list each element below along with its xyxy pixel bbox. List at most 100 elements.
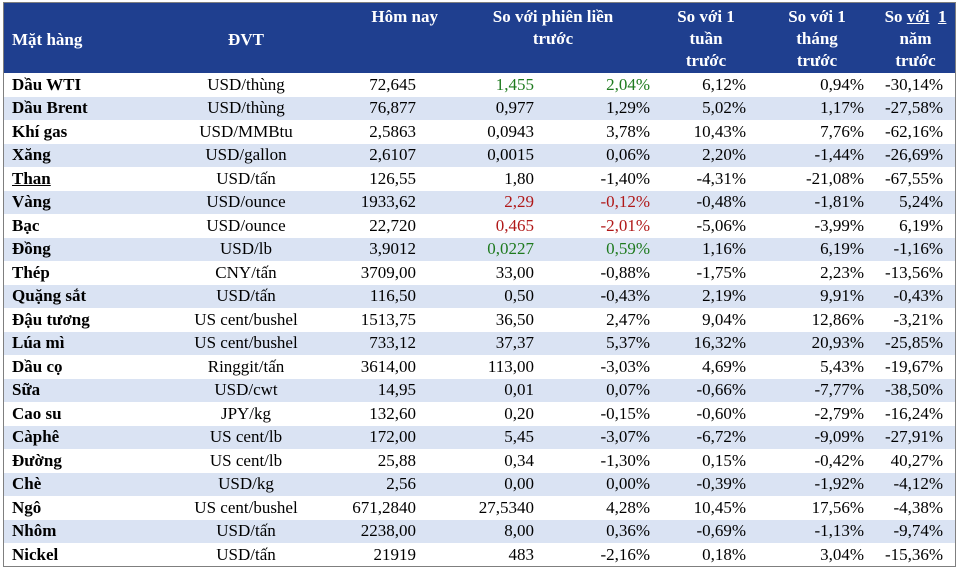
cell-change: 0,01 <box>452 378 550 402</box>
cell-commodity: Than <box>4 167 158 191</box>
table-row: Sữa USD/cwt 14,95 0,01 0,07% -0,66% -7,77% -38,… <box>4 378 955 402</box>
cell-vs-month: -21,08% <box>758 167 877 191</box>
cell-unit: USD/thùng <box>158 73 334 97</box>
cell-today: 2,6107 <box>334 143 452 167</box>
cell-change-percent: 4,28% <box>550 496 655 520</box>
cell-change: 0,50 <box>452 284 550 308</box>
cell-today: 76,877 <box>334 96 452 120</box>
cell-change-percent: -3,03% <box>550 355 655 379</box>
cell-commodity: Bạc <box>4 214 158 238</box>
cell-change-percent: -1,30% <box>550 449 655 473</box>
cell-vs-month: 7,76% <box>758 120 877 144</box>
cell-vs-week: -4,31% <box>654 167 759 191</box>
cell-vs-week: 0,18% <box>654 543 759 566</box>
cell-change-percent: 3,78% <box>550 120 655 144</box>
table-row: Dầu WTI USD/thùng 72,645 1,455 2,04% 6,12% 0,9… <box>4 73 955 97</box>
table-row: Thép CNY/tấn 3709,00 33,00 -0,88% -1,75% 2,23%… <box>4 261 955 285</box>
table-row: Xăng USD/gallon 2,6107 0,0015 0,06% 2,20% -1,4… <box>4 143 955 167</box>
cell-vs-week: 4,69% <box>654 355 759 379</box>
table-row: Cao su JPY/kg 132,60 0,20 -0,15% -0,60% -2,79%… <box>4 402 955 426</box>
commodity-price-table: Mặt hàng ĐVT Hôm nay So với phiên liền t… <box>4 3 955 566</box>
cell-unit: Ringgit/tấn <box>158 355 334 379</box>
table-row: Dầu Brent USD/thùng 76,877 0,977 1,29% 5,02% 1… <box>4 96 955 120</box>
cell-commodity: Thép <box>4 261 158 285</box>
cell-change: 0,0943 <box>452 120 550 144</box>
cell-unit: USD/cwt <box>158 378 334 402</box>
header-vs-month: So với 1 tháng trước <box>758 3 877 73</box>
cell-commodity: Sữa <box>4 378 158 402</box>
cell-unit: CNY/tấn <box>158 261 334 285</box>
header-commodity: Mặt hàng <box>4 3 158 73</box>
cell-commodity: Dầu WTI <box>4 73 158 97</box>
cell-vs-week: 0,15% <box>654 449 759 473</box>
cell-commodity: Nhôm <box>4 519 158 543</box>
cell-vs-month: 2,23% <box>758 261 877 285</box>
cell-change-percent: -0,88% <box>550 261 655 285</box>
cell-vs-year: -25,85% <box>876 331 955 355</box>
cell-today: 21919 <box>334 543 452 566</box>
cell-change: 113,00 <box>452 355 550 379</box>
cell-vs-week: -0,48% <box>654 190 759 214</box>
cell-unit: USD/kg <box>158 472 334 496</box>
table-row: Ngô US cent/bushel 671,2840 27,5340 4,28% 10,… <box>4 496 955 520</box>
cell-commodity: Đồng <box>4 237 158 261</box>
cell-vs-week: -5,06% <box>654 214 759 238</box>
cell-unit: US cent/bushel <box>158 496 334 520</box>
cell-vs-year: -4,38% <box>876 496 955 520</box>
cell-today: 3614,00 <box>334 355 452 379</box>
cell-change-percent: -0,15% <box>550 402 655 426</box>
cell-unit: US cent/bushel <box>158 331 334 355</box>
cell-vs-year: -0,43% <box>876 284 955 308</box>
cell-vs-year: -26,69% <box>876 143 955 167</box>
cell-vs-month: -1,81% <box>758 190 877 214</box>
cell-vs-week: -0,66% <box>654 378 759 402</box>
table-row: Nickel USD/tấn 21919 483 -2,16% 0,18% 3,04% -15… <box>4 543 955 566</box>
cell-change-percent: -0,43% <box>550 284 655 308</box>
table-header: Mặt hàng ĐVT Hôm nay So với phiên liền t… <box>4 3 955 73</box>
cell-vs-year: 5,24% <box>876 190 955 214</box>
cell-change-percent: -3,07% <box>550 425 655 449</box>
table-row: Than USD/tấn 126,55 1,80 -1,40% -4,31% -21,08%… <box>4 167 955 191</box>
cell-change: 37,37 <box>452 331 550 355</box>
cell-vs-week: -1,75% <box>654 261 759 285</box>
cell-vs-week: 10,45% <box>654 496 759 520</box>
table-row: Khí gas USD/MMBtu 2,5863 0,0943 3,78% 10,43% 7… <box>4 120 955 144</box>
cell-vs-month: -3,99% <box>758 214 877 238</box>
cell-vs-month: 9,91% <box>758 284 877 308</box>
cell-vs-year: 6,19% <box>876 214 955 238</box>
cell-vs-month: 5,43% <box>758 355 877 379</box>
cell-vs-week: -0,60% <box>654 402 759 426</box>
cell-vs-month: -9,09% <box>758 425 877 449</box>
cell-vs-week: 2,20% <box>654 143 759 167</box>
cell-change: 483 <box>452 543 550 566</box>
table-row: Lúa mì US cent/bushel 733,12 37,37 5,37% 16,3… <box>4 331 955 355</box>
cell-commodity: Quặng sắt <box>4 284 158 308</box>
cell-today: 116,50 <box>334 284 452 308</box>
cell-change: 0,00 <box>452 472 550 496</box>
cell-today: 72,645 <box>334 73 452 97</box>
cell-commodity: Ngô <box>4 496 158 520</box>
cell-commodity: Dầu Brent <box>4 96 158 120</box>
cell-change: 0,977 <box>452 96 550 120</box>
cell-vs-month: -0,42% <box>758 449 877 473</box>
table-body: Dầu WTI USD/thùng 72,645 1,455 2,04% 6,12% 0,9… <box>4 73 955 566</box>
cell-today: 172,00 <box>334 425 452 449</box>
cell-commodity: Chè <box>4 472 158 496</box>
cell-today: 2238,00 <box>334 519 452 543</box>
header-vs-week: So với 1 tuần trước <box>654 3 759 73</box>
cell-today: 733,12 <box>334 331 452 355</box>
cell-vs-month: 17,56% <box>758 496 877 520</box>
cell-today: 14,95 <box>334 378 452 402</box>
cell-vs-week: 6,12% <box>654 73 759 97</box>
cell-change: 1,80 <box>452 167 550 191</box>
cell-vs-week: -0,39% <box>654 472 759 496</box>
cell-vs-month: -1,92% <box>758 472 877 496</box>
cell-unit: US cent/lb <box>158 425 334 449</box>
cell-vs-month: -7,77% <box>758 378 877 402</box>
table-row: Đường US cent/lb 25,88 0,34 -1,30% 0,15% -0,42… <box>4 449 955 473</box>
cell-vs-year: -4,12% <box>876 472 955 496</box>
cell-change: 0,0227 <box>452 237 550 261</box>
header-row: Mặt hàng ĐVT Hôm nay So với phiên liền t… <box>4 3 955 73</box>
cell-change-percent: 2,47% <box>550 308 655 332</box>
cell-commodity: Đường <box>4 449 158 473</box>
